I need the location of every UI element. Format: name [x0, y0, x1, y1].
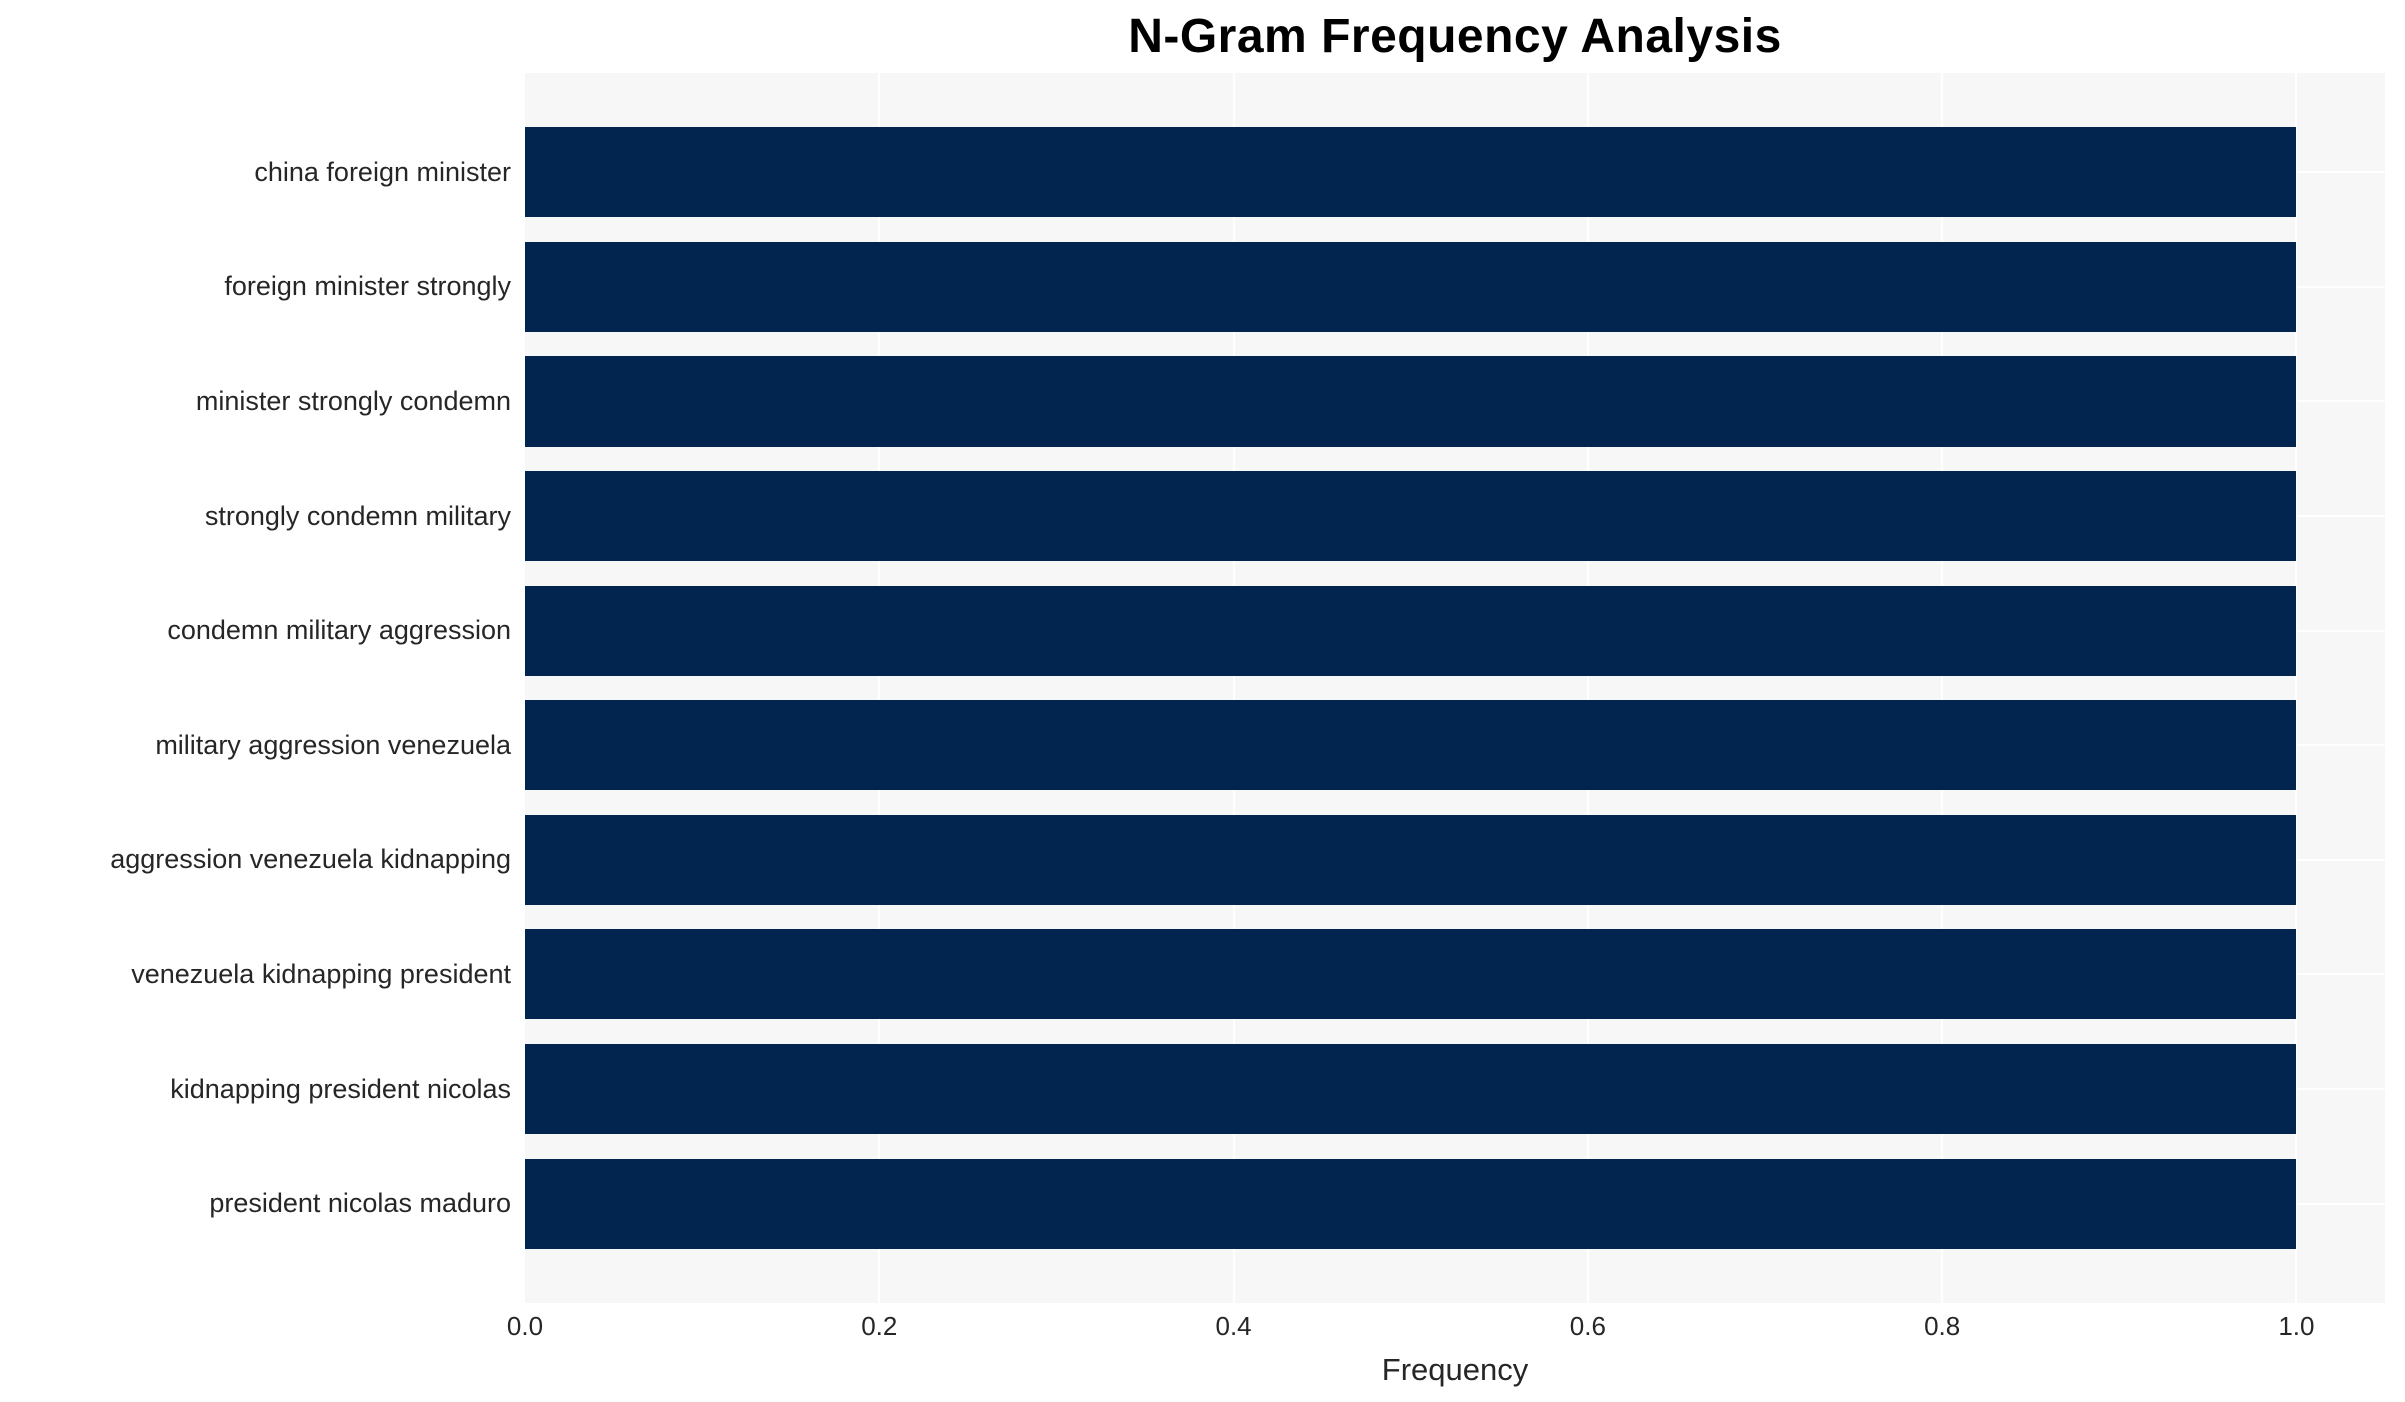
y-axis-label: aggression venezuela kidnapping: [110, 844, 511, 875]
vertical-gridline: [1586, 73, 1589, 1303]
y-label-row: aggression venezuela kidnapping: [0, 803, 525, 918]
y-axis-label: china foreign minister: [254, 156, 511, 187]
frequency-bar: [525, 356, 2297, 447]
y-label-row: foreign minister strongly: [0, 230, 525, 345]
frequency-bar: [525, 241, 2297, 332]
x-axis-title-row: Frequency: [525, 1345, 2385, 1395]
x-axis-title: Frequency: [1381, 1352, 1529, 1387]
frequency-bar: [525, 700, 2297, 791]
chart-body: china foreign minister foreign minister s…: [0, 73, 2405, 1303]
plot-area: [525, 73, 2385, 1303]
frequency-bar: [525, 814, 2297, 905]
bar-row: [525, 459, 2385, 574]
bar-row: [525, 230, 2385, 345]
bar-row: [525, 803, 2385, 918]
y-axis-label: minister strongly condemn: [195, 385, 511, 416]
x-tick-label: 0.4: [1215, 1311, 1252, 1341]
x-tick-label: 0.6: [1569, 1311, 1606, 1341]
y-axis-label: venezuela kidnapping president: [131, 958, 511, 989]
bar-row: [525, 917, 2385, 1032]
vertical-gridline: [878, 73, 881, 1303]
chart-title-row: N-Gram Frequency Analysis: [525, 0, 2385, 73]
y-label-row: venezuela kidnapping president: [0, 917, 525, 1032]
y-axis-label: foreign minister strongly: [224, 271, 511, 302]
x-axis-ticks: 0.0 0.2 0.4 0.6 0.8 1.0: [507, 1303, 2385, 1345]
y-axis-labels: china foreign minister foreign minister s…: [0, 73, 525, 1303]
bar-row: [525, 1032, 2385, 1147]
y-label-row: minister strongly condemn: [0, 344, 525, 459]
y-label-row: china foreign minister: [0, 115, 525, 230]
vertical-gridline: [2295, 73, 2298, 1303]
y-axis-label: president nicolas maduro: [209, 1188, 511, 1219]
frequency-bar: [525, 1044, 2297, 1135]
y-label-row: strongly condemn military: [0, 459, 525, 574]
bar-row: [525, 688, 2385, 803]
x-tick-label: 1.0: [2278, 1311, 2315, 1341]
frequency-bar: [525, 929, 2297, 1020]
vertical-gridline: [1232, 73, 1235, 1303]
x-tick-label: 0.8: [1924, 1311, 1961, 1341]
bar-row: [525, 573, 2385, 688]
frequency-bar: [525, 1158, 2297, 1249]
bar-row: [525, 1146, 2385, 1261]
frequency-bar: [525, 127, 2297, 218]
y-axis-label: military aggression venezuela: [155, 729, 511, 760]
chart-title: N-Gram Frequency Analysis: [1128, 10, 1782, 63]
y-label-row: condemn military aggression: [0, 573, 525, 688]
bars-container: [525, 73, 2385, 1303]
frequency-bar: [525, 585, 2297, 676]
y-label-row: kidnapping president nicolas: [0, 1032, 525, 1147]
frequency-bar: [525, 471, 2297, 562]
vertical-gridline: [1941, 73, 1944, 1303]
bar-row: [525, 344, 2385, 459]
bar-row: [525, 115, 2385, 230]
x-tick-label: 0.2: [861, 1311, 898, 1341]
x-tick-label: 0.0: [506, 1311, 544, 1341]
y-axis-label: kidnapping president nicolas: [170, 1073, 511, 1104]
y-label-row: president nicolas maduro: [0, 1146, 525, 1261]
y-label-row: military aggression venezuela: [0, 688, 525, 803]
y-axis-label: condemn military aggression: [167, 615, 511, 646]
y-axis-label: strongly condemn military: [204, 500, 511, 531]
